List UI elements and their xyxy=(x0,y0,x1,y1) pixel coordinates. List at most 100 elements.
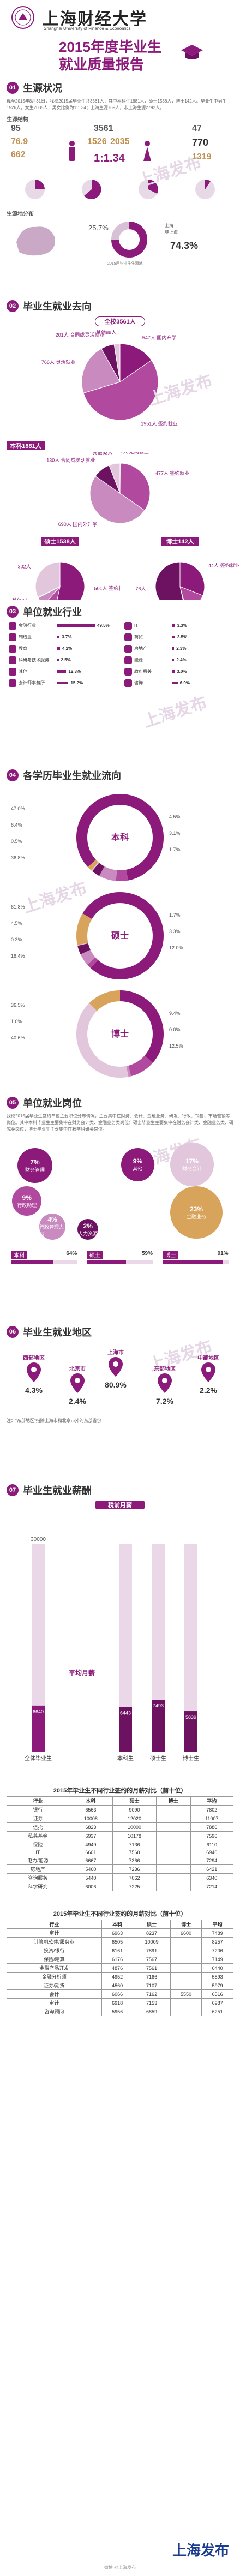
salary-max-label: 30000 xyxy=(31,1537,46,1543)
industry-icon xyxy=(9,679,16,687)
position-bubble: 17% 财务会计 xyxy=(170,1143,214,1186)
industry-pct: 6.9% xyxy=(179,680,190,685)
stat-female: 2035 xyxy=(110,137,130,146)
industry-name: 能源 xyxy=(134,658,143,662)
table-cell: 7149 xyxy=(201,1955,233,1964)
ring-label: 博士 xyxy=(111,1029,129,1039)
bubble-pct: 2% xyxy=(83,1222,93,1230)
pie-undergrad: 2人 定向就业 477人 签约就业 690人 国内外升学 130人 合同或灵活就业 其他… xyxy=(46,449,189,527)
table-row: 私募基金 6937 10178 7596 xyxy=(7,1831,234,1840)
region-pin: 中部地区 2.2% xyxy=(187,1353,230,1395)
university-seal-icon xyxy=(11,6,34,29)
bubble-name: 行政管理人员 xyxy=(39,1224,64,1237)
industry-name: 商贸 xyxy=(134,635,143,639)
table-cell: 保险 xyxy=(7,1840,69,1849)
table-row: IT 6601 7560 6946 xyxy=(7,1849,234,1856)
stat-right-top: 47 xyxy=(192,124,202,133)
industry-pct: 4.2% xyxy=(62,646,73,651)
industry-icon xyxy=(9,621,16,630)
industry-icon xyxy=(124,644,132,653)
section-degree-flow: 上海发布 04 各学历毕业生就业流向 47.0% 4.5% 6.4% 3.1% 0.5% 1… xyxy=(0,764,240,1091)
region-pct: 2.4% xyxy=(69,1397,86,1406)
pie-slice-label: 547人 国内升学 xyxy=(142,334,177,340)
salary-table-1: 2015年毕业生不同行业签约的月薪对比（前十位） 行业 本科 硕士 博士 平均 银行 65… xyxy=(7,1784,234,1891)
table-cell: 5979 xyxy=(201,1981,233,1990)
section-student-source: 上海发布 01 生源状况 截至2015年8月31日，我校2015届毕业生共3561… xyxy=(0,76,240,295)
industry-bar xyxy=(57,647,60,650)
table-cell xyxy=(156,1822,191,1832)
section-number: 07 xyxy=(7,1484,19,1496)
industry-row: 政府机关 3.0% xyxy=(124,667,231,676)
pie-total: 547人 国内升学 1951人 签约就业 766人 灵活就业 201人 合同或灵活就业… xyxy=(41,329,178,426)
bubble-name: 人力资源 xyxy=(78,1230,98,1236)
table-cell: 12020 xyxy=(112,1814,157,1823)
stat-total: 3561 xyxy=(94,124,113,133)
industry-icon xyxy=(124,656,132,664)
degree-bar: 博士 91% xyxy=(163,1251,229,1264)
table-cell: 7489 xyxy=(201,1928,233,1938)
industry-pct: 3.5% xyxy=(177,635,188,639)
table-cell: 5440 xyxy=(68,1873,113,1882)
salary-bar xyxy=(32,1705,45,1752)
section-number: 06 xyxy=(7,1326,19,1338)
table-row: 科学研究 6006 7225 7214 xyxy=(7,1882,234,1891)
pie-slice xyxy=(179,586,203,600)
bubble-pct: 7% xyxy=(30,1158,40,1166)
table-cell xyxy=(156,1831,191,1840)
region-name: 上海市 xyxy=(107,1350,124,1356)
ring-segment xyxy=(90,892,164,979)
pie-slice-label: 2人 定向就业 xyxy=(120,452,149,455)
table-cell: 金融分析师 xyxy=(7,1972,102,1981)
ring-item-label: 4.5% xyxy=(11,921,22,926)
industry-grid: 金融行业 49.5% IT 3.3% 制造业 3.7% 商贸 3.5% 教育 4.2% 房地产 2.3… xyxy=(9,621,231,687)
industry-pct: 3.7% xyxy=(62,635,72,639)
pie-slice-label: 1951人 签约就业 xyxy=(141,420,178,426)
section-number: 03 xyxy=(7,606,19,618)
region-name: 东部地区 xyxy=(154,1366,176,1372)
ring-segment xyxy=(91,862,99,871)
salary-subtitle: 税前月薪 xyxy=(95,1501,145,1509)
pie-slice-label: 76人 xyxy=(135,586,146,591)
shanghai-map-icon xyxy=(16,226,55,256)
industry-icon xyxy=(124,633,132,641)
table-header-cell: 本科 xyxy=(68,1796,113,1806)
ring-segment xyxy=(77,943,91,955)
table-cell: 7802 xyxy=(190,1805,234,1814)
table-row: 信托 6823 10000 7886 xyxy=(7,1822,234,1832)
industry-row: 制造业 3.7% xyxy=(9,633,116,641)
region-pct: 4.3% xyxy=(25,1386,43,1395)
ring-item-label: 36.8% xyxy=(11,855,25,860)
salary-bar xyxy=(152,1700,165,1752)
ring-item-label: 6.4% xyxy=(11,822,22,828)
pie-phd: 44人 签约就业21人 国内外升学其他1人76人 xyxy=(135,561,240,600)
ring-item-label: 1.7% xyxy=(169,847,181,852)
table-row: 咨询顾问 5956 6859 6251 xyxy=(7,2007,233,2016)
pie-slice-label: 766人 灵活就业 xyxy=(41,359,76,365)
degree-bar-fill xyxy=(87,1260,126,1264)
industry-bar xyxy=(57,624,95,627)
table-cell: 5460 xyxy=(68,1864,113,1874)
map-pin-icon xyxy=(70,1373,85,1393)
position-bubble: 23% 金融业务 xyxy=(170,1186,223,1239)
report-title-line-2: 就业质量报告 xyxy=(59,56,145,73)
position-bubble: 4% 行政管理人员 xyxy=(39,1214,65,1240)
pie-slice xyxy=(113,343,121,382)
table-row: 审计 6963 8237 6600 7489 xyxy=(7,1928,233,1938)
pie-slice-label: 其他82人 xyxy=(92,452,112,455)
industry-row: 教育 4.2% xyxy=(9,644,116,653)
ring-item-label: 16.4% xyxy=(11,953,25,959)
map-pin-icon xyxy=(201,1362,215,1382)
table-cell: 7366 xyxy=(112,1856,157,1865)
table-cell: 4949 xyxy=(68,1840,113,1849)
ring-segment xyxy=(80,949,96,965)
table-header-cell: 硕士 xyxy=(133,1920,171,1929)
industry-bar xyxy=(172,647,175,650)
table-cell: 审计 xyxy=(7,1928,102,1938)
table-cell: 银行 xyxy=(7,1805,69,1814)
table-cell: 6110 xyxy=(190,1840,234,1849)
section-title: 单位就业岗位 xyxy=(23,1098,82,1109)
table-cell: 10009 xyxy=(133,1937,171,1946)
section-positions: 上海发布 05 单位就业岗位 我校2015届毕业生签约单位主要职位分布情况，主要集… xyxy=(0,1091,240,1320)
table-cell: 6440 xyxy=(201,1963,233,1973)
degree-bar: 本科 64% xyxy=(11,1251,77,1264)
